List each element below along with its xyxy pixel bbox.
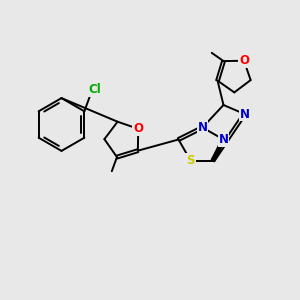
Text: S: S — [186, 154, 195, 167]
Text: N: N — [239, 107, 250, 121]
Text: Cl: Cl — [88, 83, 101, 96]
Text: N: N — [197, 121, 208, 134]
Text: O: O — [239, 54, 249, 67]
Text: O: O — [133, 122, 143, 135]
Text: N: N — [218, 133, 229, 146]
